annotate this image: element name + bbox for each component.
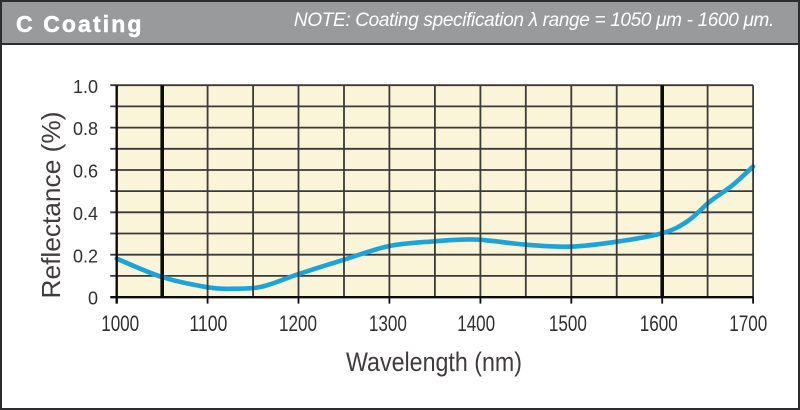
svg-text:1000: 1000 — [101, 311, 139, 336]
svg-text:0.6: 0.6 — [73, 162, 98, 182]
svg-text:0.2: 0.2 — [73, 246, 98, 266]
svg-text:0: 0 — [88, 288, 98, 308]
svg-text:1500: 1500 — [549, 311, 587, 336]
svg-text:0.8: 0.8 — [73, 119, 98, 139]
svg-text:1100: 1100 — [189, 311, 227, 336]
svg-text:1400: 1400 — [457, 311, 495, 336]
svg-text:0.4: 0.4 — [73, 204, 98, 224]
svg-text:1300: 1300 — [369, 311, 407, 336]
svg-text:1700: 1700 — [729, 311, 767, 336]
svg-text:1600: 1600 — [640, 311, 678, 336]
svg-text:Wavelength (nm): Wavelength (nm) — [346, 347, 522, 377]
svg-text:Reflectance (%): Reflectance (%) — [36, 112, 66, 299]
svg-text:1.0: 1.0 — [73, 77, 98, 97]
svg-text:1200: 1200 — [279, 311, 317, 336]
